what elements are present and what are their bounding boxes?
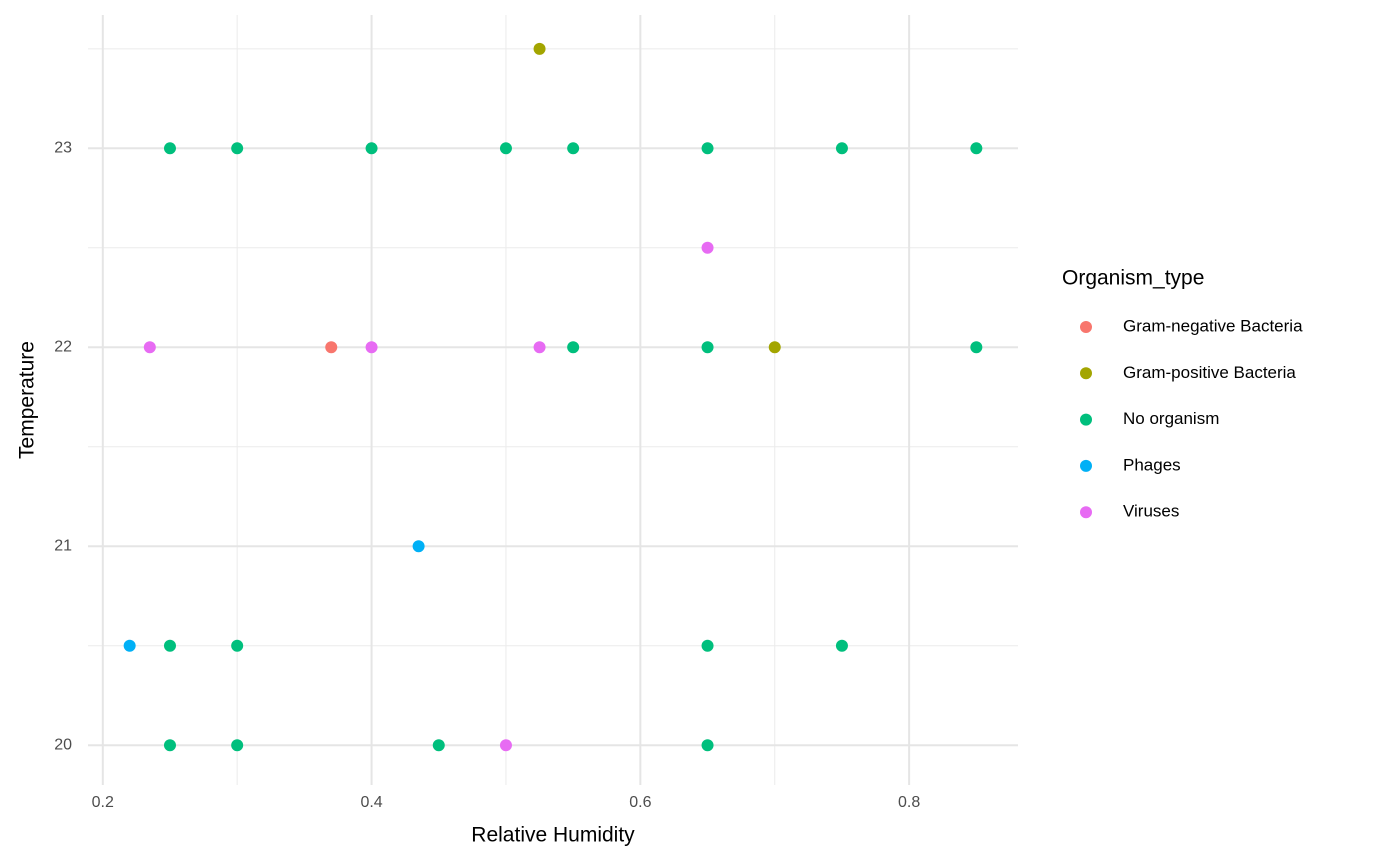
point bbox=[412, 540, 425, 553]
legend-title: Organism_type bbox=[1062, 267, 1204, 290]
legend-swatch bbox=[1080, 413, 1092, 426]
marks bbox=[123, 42, 983, 752]
point bbox=[163, 739, 176, 752]
legend-label: Viruses bbox=[1123, 502, 1179, 521]
legend-swatch bbox=[1080, 506, 1092, 519]
y-tick-label: 20 bbox=[54, 736, 72, 753]
legend-label: No organism bbox=[1123, 409, 1219, 428]
y-axis-title: Temperature bbox=[16, 341, 39, 459]
y-tick-label: 23 bbox=[54, 140, 72, 157]
legend-swatch bbox=[1080, 459, 1092, 472]
point bbox=[499, 739, 512, 752]
point bbox=[567, 341, 580, 354]
point bbox=[768, 341, 781, 354]
point bbox=[567, 142, 580, 155]
x-tick-label: 0.2 bbox=[92, 794, 114, 811]
legend-label: Gram-negative Bacteria bbox=[1123, 316, 1303, 335]
point bbox=[123, 639, 136, 652]
legend-swatch bbox=[1080, 321, 1092, 333]
grid bbox=[88, 15, 1018, 785]
legend-swatch bbox=[1080, 367, 1092, 380]
legend-label: Phages bbox=[1123, 455, 1181, 474]
point bbox=[970, 341, 983, 354]
point bbox=[432, 739, 445, 752]
point bbox=[701, 739, 714, 752]
point bbox=[231, 142, 244, 155]
x-tick-label: 0.6 bbox=[629, 794, 651, 811]
point bbox=[533, 42, 546, 55]
point bbox=[970, 142, 983, 155]
point bbox=[163, 142, 176, 155]
point bbox=[701, 341, 714, 354]
y-tick-label: 21 bbox=[54, 537, 72, 554]
point bbox=[231, 739, 244, 752]
point bbox=[533, 341, 546, 354]
legend: Organism_type Gram-negative Bacteria Gram… bbox=[1062, 267, 1303, 521]
x-tick-label: 0.4 bbox=[360, 794, 382, 811]
y-tick-label: 22 bbox=[54, 338, 72, 355]
point bbox=[835, 142, 848, 155]
point bbox=[325, 341, 338, 354]
point bbox=[231, 639, 244, 652]
point bbox=[701, 639, 714, 652]
point bbox=[143, 341, 156, 354]
point bbox=[365, 341, 378, 354]
point bbox=[499, 142, 512, 155]
legend-label: Gram-positive Bacteria bbox=[1123, 363, 1296, 382]
point bbox=[835, 639, 848, 652]
x-tick-label: 0.8 bbox=[898, 794, 920, 811]
point bbox=[365, 142, 378, 155]
point bbox=[701, 142, 714, 155]
point bbox=[701, 241, 714, 254]
point bbox=[163, 639, 176, 652]
x-axis-title: Relative Humidity bbox=[471, 824, 635, 847]
